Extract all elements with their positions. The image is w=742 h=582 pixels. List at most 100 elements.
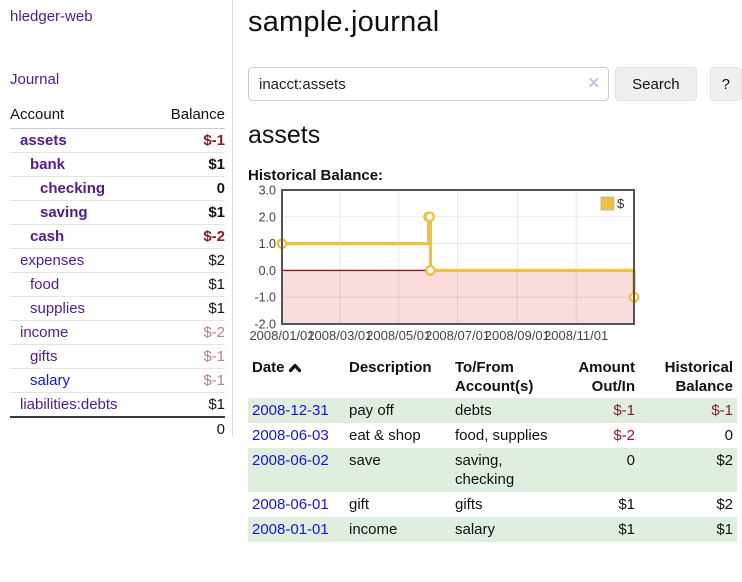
- column-header-description[interactable]: Description: [349, 359, 432, 376]
- account-row: salary $-1: [10, 368, 225, 393]
- accounts-header-row: Account Balance: [10, 103, 225, 129]
- column-header-accounts[interactable]: To/From Account(s): [455, 359, 534, 395]
- account-balance: $2: [152, 248, 225, 273]
- account-row: cash $-2: [10, 224, 225, 249]
- sidebar-account-link-liabilities-debts[interactable]: liabilities:debts: [20, 396, 118, 413]
- transaction-amount: 0: [626, 452, 635, 469]
- accounts-table: Account Balance assets $-1 bank $1 checking 0…: [10, 103, 225, 441]
- account-row: food $1: [10, 272, 225, 297]
- sidebar-account-link-bank[interactable]: bank: [30, 156, 66, 173]
- sort-ascending-icon: [288, 363, 301, 373]
- search-button[interactable]: Search: [615, 67, 697, 101]
- svg-text:2008/11/01: 2008/11/01: [544, 328, 608, 343]
- sidebar-account-link-cash[interactable]: cash: [30, 228, 65, 245]
- transaction-accounts[interactable]: gifts: [455, 496, 483, 513]
- sidebar-account-link-gifts[interactable]: gifts: [30, 348, 58, 365]
- column-header-amount[interactable]: Amount Out/In: [578, 359, 635, 395]
- transaction-description: income: [349, 521, 398, 538]
- account-row: checking 0: [10, 176, 225, 201]
- table-row: 2008-06-02 save saving, checking 0 $2: [248, 448, 737, 492]
- transaction-balance: $2: [716, 452, 733, 469]
- transaction-description: gift: [349, 496, 370, 513]
- account-row: expenses $2: [10, 248, 225, 273]
- historical-balance-chart[interactable]: 3.0 2.0 1.0 0.0 -1.0 -2.0 2008/01/01 2008/03/01…: [248, 184, 640, 350]
- sidebar: hledger-web Journal Account Balance asse…: [0, 0, 233, 441]
- account-balance: $1: [152, 392, 225, 417]
- sidebar-account-link-income[interactable]: income: [20, 324, 69, 341]
- svg-text:1.0: 1.0: [259, 237, 276, 251]
- transaction-accounts[interactable]: food, supplies: [455, 427, 548, 444]
- column-header-date[interactable]: Date: [248, 356, 345, 398]
- account-row: assets $-1: [10, 129, 225, 153]
- svg-text:3.0: 3.0: [259, 184, 276, 198]
- transaction-date-link[interactable]: 2008-06-02: [252, 452, 329, 469]
- svg-text:0.0: 0.0: [259, 264, 276, 278]
- accounts-total-row: 0: [10, 416, 225, 441]
- transaction-accounts[interactable]: saving, checking: [455, 452, 515, 488]
- transaction-balance: $-1: [711, 402, 733, 419]
- column-header-balance[interactable]: Historical Balance: [664, 359, 733, 395]
- account-balance: $-1: [203, 132, 225, 149]
- sidebar-account-link-supplies[interactable]: supplies: [30, 300, 86, 317]
- account-heading: assets: [248, 121, 321, 149]
- accounts-header-account: Account: [10, 103, 153, 129]
- svg-text:-2.0: -2.0: [254, 318, 276, 332]
- transaction-date-link[interactable]: 2008-01-01: [252, 521, 329, 538]
- legend-swatch: [600, 196, 615, 211]
- register-header-row: Date Description To/From Account(s) Amou…: [248, 356, 737, 398]
- transaction-date-link[interactable]: 2008-06-01: [252, 496, 329, 513]
- page-title: sample.journal: [248, 6, 440, 38]
- sidebar-account-link-salary[interactable]: salary: [30, 372, 71, 389]
- transaction-accounts[interactable]: salary: [455, 521, 496, 538]
- table-row: 2008-01-01 income salary $1 $1: [248, 517, 737, 542]
- transaction-amount: $1: [618, 496, 635, 513]
- sidebar-item-journal[interactable]: Journal: [10, 71, 60, 88]
- register-table: Date Description To/From Account(s) Amou…: [248, 356, 737, 542]
- transaction-accounts[interactable]: debts: [455, 402, 492, 419]
- account-row: bank $1: [10, 152, 225, 177]
- transaction-date-link[interactable]: 2008-06-03: [252, 427, 329, 444]
- svg-text:2008/05/01: 2008/05/01: [366, 328, 431, 343]
- sidebar-account-link-assets[interactable]: assets: [20, 132, 67, 149]
- svg-text:-1.0: -1.0: [254, 291, 276, 305]
- account-balance: 0: [152, 176, 225, 201]
- account-balance: $1: [152, 200, 225, 225]
- table-row: 2008-06-01 gift gifts $1 $2: [248, 492, 737, 517]
- transaction-balance: 0: [724, 427, 733, 444]
- transaction-description: eat & shop: [349, 427, 421, 444]
- transaction-description: pay off: [349, 402, 394, 419]
- account-balance: $-2: [152, 224, 225, 249]
- sidebar-account-link-food[interactable]: food: [30, 276, 60, 293]
- account-row: supplies $1: [10, 296, 225, 321]
- account-balance: $-1: [152, 344, 225, 369]
- transaction-balance: $2: [716, 496, 733, 513]
- svg-text:2008/01/01: 2008/01/01: [249, 328, 314, 343]
- search-form: ✕ Search ?: [248, 67, 742, 101]
- transaction-amount: $1: [618, 521, 635, 538]
- help-button[interactable]: ?: [709, 67, 742, 101]
- table-row: 2008-06-03 eat & shop food, supplies $-2 0: [248, 423, 737, 448]
- transaction-date-link[interactable]: 2008-12-31: [252, 402, 329, 419]
- clear-search-icon[interactable]: ✕: [587, 75, 601, 92]
- main-content: sample.journal ✕ Search ? assets Histori…: [248, 0, 742, 542]
- account-row: saving $1: [10, 200, 225, 225]
- account-balance: $1: [152, 152, 225, 177]
- sidebar-account-link-expenses[interactable]: expenses: [20, 252, 85, 269]
- svg-text:$: $: [617, 196, 625, 211]
- transaction-description: save: [349, 452, 381, 469]
- sidebar-account-link-saving[interactable]: saving: [40, 204, 88, 221]
- accounts-total-value: 0: [152, 416, 225, 441]
- chart-title: Historical Balance:: [248, 167, 384, 184]
- app-window: hledger-web Journal Account Balance asse…: [0, 0, 742, 542]
- app-title-link[interactable]: hledger-web: [10, 8, 93, 25]
- account-row: income $-2: [10, 320, 225, 345]
- transaction-amount: $-2: [613, 427, 635, 444]
- svg-text:2.0: 2.0: [259, 210, 276, 224]
- sidebar-account-link-checking[interactable]: checking: [40, 180, 106, 197]
- transaction-amount: $-1: [613, 402, 635, 419]
- transaction-balance: $1: [716, 521, 733, 538]
- account-balance: $1: [152, 296, 225, 321]
- account-row: liabilities:debts $1: [10, 392, 225, 417]
- search-input[interactable]: [248, 67, 610, 101]
- account-balance: $-2: [152, 320, 225, 345]
